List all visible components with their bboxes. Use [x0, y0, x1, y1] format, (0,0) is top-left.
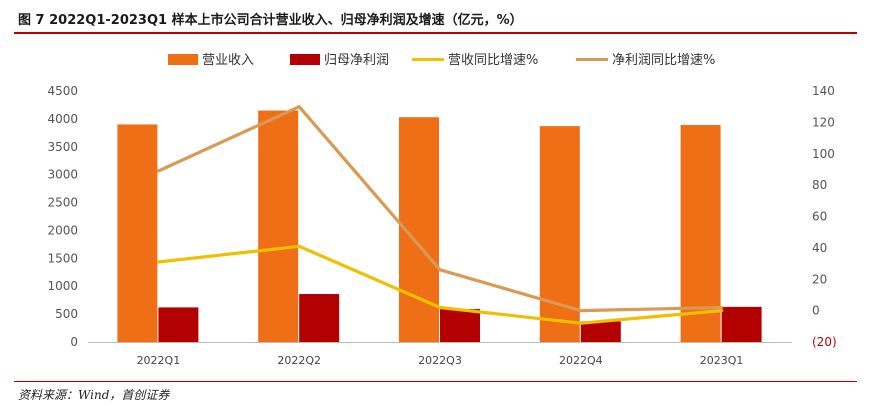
source-rule: [14, 381, 857, 382]
left-tick-label: 2500: [47, 196, 78, 210]
left-tick-label: 3000: [47, 168, 78, 182]
left-tick-label: 1500: [47, 251, 78, 265]
right-tick-label: 120: [812, 115, 835, 129]
legend: 营业收入 归母净利润 营收同比增速% 净利润同比增速%: [168, 53, 715, 68]
legend-swatch: [290, 54, 320, 65]
right-tick-label: 80: [812, 178, 827, 192]
revenue-bar: [680, 125, 721, 342]
left-tick-label: 500: [55, 307, 78, 321]
left-tick-label: 3500: [47, 140, 78, 154]
left-tick-label: 0: [70, 335, 78, 349]
left-tick-label: 4000: [47, 112, 78, 126]
title-rule: [14, 32, 857, 34]
category-label: 2022Q1: [137, 354, 181, 367]
category-label: 2022Q4: [559, 354, 603, 367]
revenue-bar: [258, 110, 299, 343]
right-tick-label: 0: [812, 304, 820, 318]
left-tick-label: 2000: [47, 223, 78, 237]
legend-swatch: [168, 54, 198, 65]
left-tick-label: 1000: [47, 279, 78, 293]
profit-growth-line: [156, 105, 724, 313]
source-note: 资料来源：Wind，首创证券: [18, 388, 170, 402]
left-axis-ticks: 0 500 1000 1500 2000 2500 3000 3500 4000 4500: [47, 84, 78, 349]
legend-label: 营收同比增速%: [448, 53, 538, 68]
net-profit-bar: [721, 306, 762, 342]
right-tick-label: 60: [812, 210, 827, 224]
category-label: 2022Q2: [277, 354, 321, 367]
right-tick-label: 20: [812, 272, 827, 286]
legend-label: 营业收入: [202, 53, 254, 68]
right-tick-label: (20): [812, 335, 837, 349]
right-tick-label: 140: [812, 84, 835, 98]
right-tick-label: 40: [812, 241, 827, 255]
category-labels: 2022Q1 2022Q2 2022Q3 2022Q4 2023Q1: [137, 354, 744, 367]
net-profit-bar: [440, 309, 480, 342]
category-label: 2023Q1: [700, 354, 744, 367]
net-profit-bar: [299, 294, 340, 342]
revenue-bar: [117, 124, 158, 342]
net-profit-bar: [158, 307, 199, 342]
category-label: 2022Q3: [418, 354, 462, 367]
line-series: [156, 105, 724, 325]
right-tick-label: 100: [812, 147, 835, 161]
revenue-growth-line: [156, 244, 724, 325]
left-tick-label: 4500: [47, 84, 78, 98]
figure-title: 图 7 2022Q1-2023Q1 样本上市公司合计营业收入、归母净利润及增速（…: [18, 13, 523, 28]
right-axis-ticks: (20) 0 20 40 60 80 100 120 140: [812, 84, 837, 349]
legend-label: 归母净利润: [324, 53, 389, 68]
net-profit-bar: [580, 321, 621, 342]
legend-label: 净利润同比增速%: [612, 53, 715, 68]
